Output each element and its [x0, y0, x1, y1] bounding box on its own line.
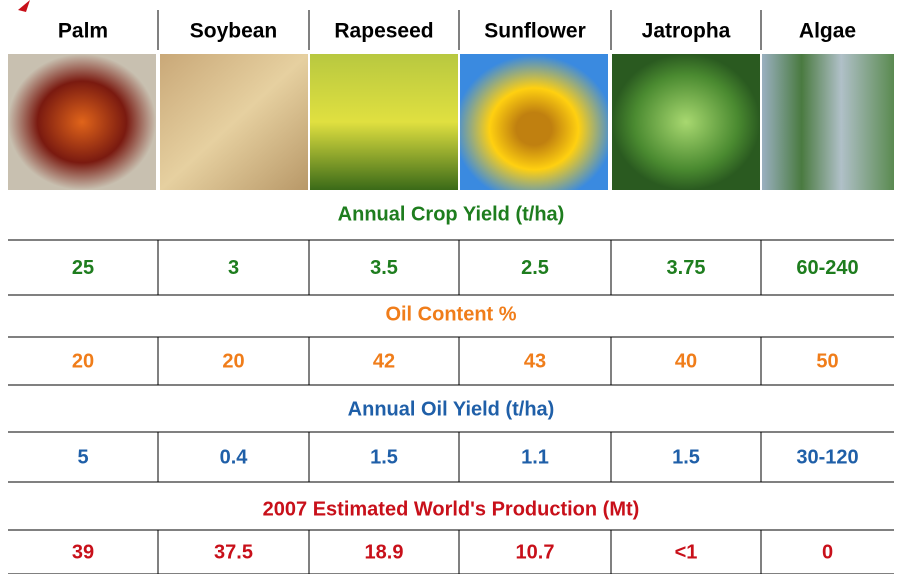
cell-value: <1: [675, 541, 698, 563]
cell-value: 0: [822, 541, 833, 563]
column-header: Sunflower: [484, 20, 586, 43]
cell-value: 10.7: [516, 541, 555, 563]
column-header: Soybean: [190, 20, 278, 43]
cell-value: 60-240: [796, 257, 858, 279]
cell-value: 1.5: [370, 446, 398, 468]
palm-photo: [8, 54, 156, 190]
cell-value: 3.5: [370, 257, 398, 279]
section-title: 2007 Estimated World's Production (Mt): [263, 498, 640, 520]
column-header: Algae: [799, 20, 856, 43]
cell-value: 39: [72, 541, 94, 563]
cell-value: 50: [816, 350, 838, 372]
algae-photo: [762, 54, 894, 190]
section-title: Annual Crop Yield (t/ha): [338, 203, 565, 225]
column-header: Jatropha: [642, 20, 731, 43]
rapeseed-photo: [310, 54, 458, 190]
cell-value: 5: [77, 446, 88, 468]
logo-fragment: [18, 0, 30, 12]
column-header: Palm: [58, 20, 108, 43]
section-title: Oil Content %: [385, 303, 516, 325]
cell-value: 25: [72, 257, 94, 279]
cell-value: 43: [524, 350, 546, 372]
soybean-photo: [160, 54, 308, 190]
cell-value: 20: [222, 350, 244, 372]
cell-value: 1.5: [672, 446, 700, 468]
cell-value: 0.4: [220, 446, 249, 468]
cell-value: 42: [373, 350, 395, 372]
sunflower-photo: [460, 54, 608, 190]
cell-value: 3.75: [667, 257, 706, 279]
cell-value: 30-120: [796, 446, 858, 468]
cell-value: 37.5: [214, 541, 253, 563]
cell-value: 3: [228, 257, 239, 279]
cell-value: 18.9: [365, 541, 404, 563]
cell-value: 2.5: [521, 257, 549, 279]
cell-value: 1.1: [521, 446, 549, 468]
cell-value: 40: [675, 350, 697, 372]
section-title: Annual Oil Yield (t/ha): [348, 398, 555, 420]
cell-value: 20: [72, 350, 94, 372]
photos: [8, 54, 894, 190]
column-header: Rapeseed: [334, 20, 433, 43]
jatropha-photo: [612, 54, 760, 190]
